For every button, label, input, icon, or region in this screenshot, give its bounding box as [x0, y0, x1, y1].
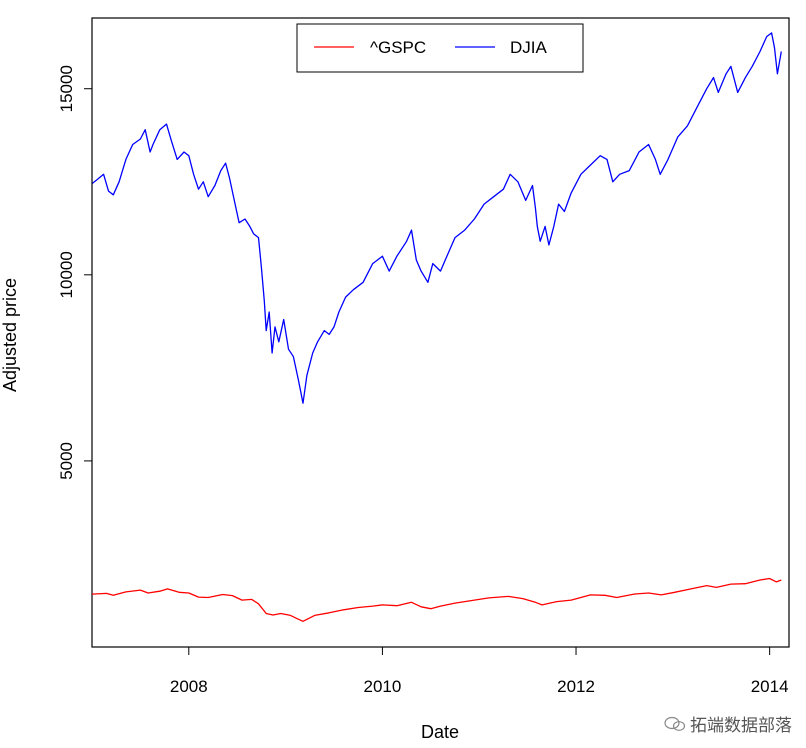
y-tick-label: 10000	[57, 251, 76, 298]
x-tick-label: 2010	[364, 677, 402, 696]
watermark-text: 拓端数据部落	[690, 716, 792, 736]
y-axis-title: Adjusted price	[0, 278, 20, 392]
legend-label-gspc: ^GSPC	[370, 38, 426, 57]
x-axis-title: Date	[421, 722, 459, 742]
series-layer	[91, 32, 782, 622]
series-line-gspc	[91, 577, 782, 622]
watermark: 拓端数据部落	[664, 711, 792, 736]
y-tick-label: 15000	[57, 65, 76, 112]
wechat-icon	[664, 716, 686, 731]
series-line-djia	[91, 32, 782, 404]
x-tick-label: 2008	[170, 677, 208, 696]
axis-layer: 2008 2010 2012 2014 5000 10000 15000	[57, 65, 789, 696]
legend-box	[296, 23, 584, 73]
plot-frame	[91, 17, 790, 648]
legend-label-djia: DJIA	[510, 38, 548, 57]
legend: ^GSPC DJIA	[296, 23, 584, 73]
x-tick-label: 2012	[557, 677, 595, 696]
x-tick-label: 2014	[751, 677, 789, 696]
y-tick-label: 5000	[57, 442, 76, 480]
